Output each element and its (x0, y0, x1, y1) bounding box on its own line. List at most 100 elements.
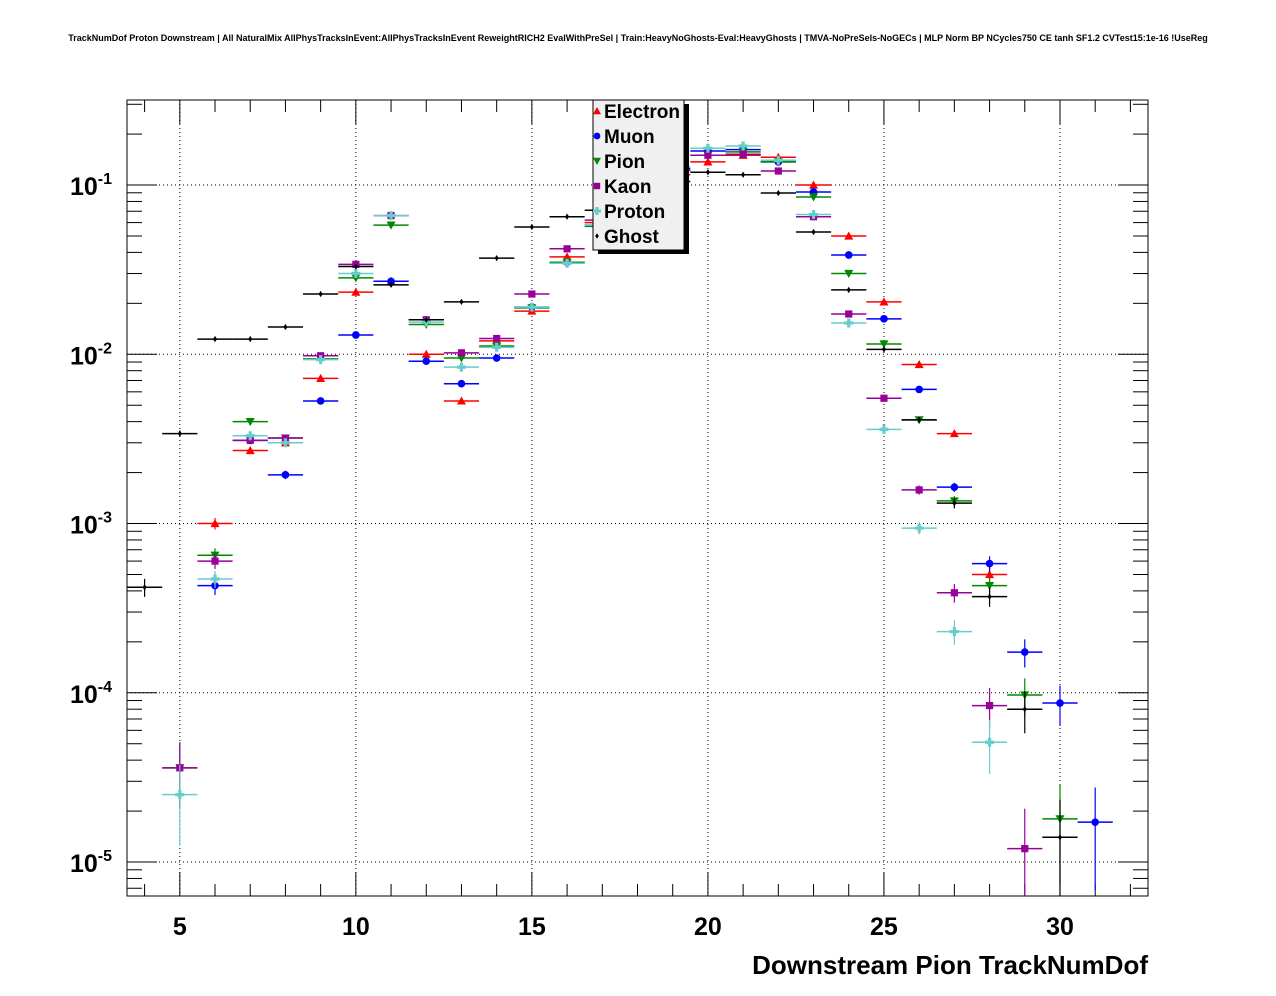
diamond-marker (776, 189, 781, 197)
cross-marker (949, 627, 959, 637)
triangle-down-marker (879, 340, 889, 349)
data-point (831, 251, 867, 259)
square-marker (211, 557, 219, 565)
data-point (901, 385, 937, 394)
data-point (303, 397, 339, 405)
cross-marker (562, 258, 572, 268)
cross-marker (593, 207, 602, 215)
diamond-marker (248, 335, 253, 343)
data-point (901, 522, 937, 535)
circle-marker (880, 315, 888, 323)
triangle-down-marker (809, 193, 819, 202)
data-point (866, 424, 902, 434)
triangle-up-marker (914, 360, 924, 369)
cross-marker (703, 143, 713, 153)
y-tick-label: 10-1 (70, 171, 112, 201)
data-point (549, 245, 585, 253)
data-point (795, 209, 832, 219)
cross-marker (386, 211, 396, 221)
square-marker (246, 436, 254, 444)
diamond-marker (529, 223, 534, 231)
legend-item-electron: Electron (593, 102, 680, 123)
cross-marker (492, 342, 502, 352)
circle-marker (457, 379, 466, 388)
data-point (901, 360, 937, 369)
cross-marker (985, 737, 995, 747)
circle-marker (1091, 818, 1100, 826)
data-point (760, 189, 796, 197)
square-marker (985, 702, 994, 710)
data-point (443, 362, 480, 372)
data-point (514, 290, 550, 298)
square-marker (563, 245, 571, 253)
circle-marker (316, 397, 325, 405)
data-point (232, 418, 268, 427)
legend-item-proton: Proton (593, 202, 665, 223)
diamond-marker (952, 499, 957, 507)
data-point (690, 151, 726, 159)
data-point (373, 281, 409, 289)
cross-marker (456, 362, 466, 372)
triangle-down-marker (985, 581, 995, 591)
triangle-up-marker (351, 287, 361, 296)
data-point (408, 349, 444, 358)
cross-marker (175, 790, 185, 800)
cross-marker (351, 269, 361, 279)
data-point (443, 396, 480, 405)
diamond-marker (987, 593, 992, 600)
data-point (127, 578, 163, 597)
data-point (831, 318, 867, 328)
diamond-marker (846, 286, 851, 294)
data-point (232, 446, 268, 455)
data-point (690, 143, 726, 153)
legend: Electron Muon Pion Kaon Proton Ghost (592, 99, 689, 254)
square-marker (704, 151, 712, 159)
legend-label: Proton (604, 202, 665, 223)
legend-item-kaon: Kaon (593, 177, 652, 198)
y-tick-label: 10-2 (70, 340, 112, 370)
data-point (197, 571, 233, 589)
data-point (303, 355, 339, 365)
data-point (690, 157, 726, 166)
data-point (338, 331, 374, 339)
data-point (408, 357, 444, 366)
data-point (1042, 799, 1078, 896)
cross-marker (210, 574, 220, 584)
triangle-up-marker (562, 252, 572, 261)
x-tick-label: 10 (342, 913, 370, 941)
data-point (443, 298, 480, 306)
diamond-marker (741, 171, 746, 178)
data-point (866, 394, 902, 402)
cross-marker (809, 209, 819, 219)
diamond-marker (424, 316, 429, 323)
legend-item-muon: Muon (593, 127, 655, 148)
data-point (267, 323, 304, 331)
diamond-marker (595, 233, 599, 239)
data-point (303, 290, 339, 298)
circle-marker (492, 354, 501, 362)
data-point (479, 342, 515, 352)
data-point (936, 429, 972, 438)
cross-marker (245, 431, 255, 441)
square-marker (880, 394, 888, 402)
diamond-marker (177, 430, 182, 437)
data-point (443, 354, 480, 363)
legend-box (592, 99, 685, 251)
data-point (338, 287, 374, 296)
triangle-up-marker (210, 519, 220, 528)
data-point (267, 438, 304, 448)
data-point (831, 231, 867, 240)
diamond-marker (1057, 834, 1063, 841)
data-point (514, 223, 550, 231)
data-point (373, 277, 409, 286)
legend-item-ghost: Ghost (595, 227, 660, 248)
x-tick-label: 30 (1046, 913, 1074, 941)
data-point (795, 228, 832, 236)
diamond-marker (459, 298, 464, 306)
data-point (866, 340, 902, 349)
x-tick-label: 15 (518, 913, 546, 941)
data-point (1007, 808, 1043, 896)
square-marker (950, 589, 958, 597)
diamond-marker (705, 169, 710, 176)
data-point (549, 213, 585, 220)
